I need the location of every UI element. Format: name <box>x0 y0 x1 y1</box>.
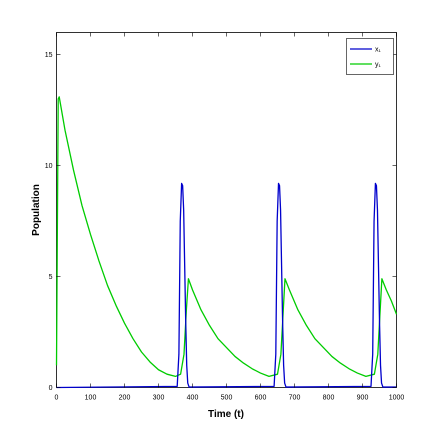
x-tick-label: 600 <box>255 395 267 402</box>
y-tick-label: 15 <box>45 52 53 59</box>
x-tick-label: 400 <box>187 395 199 402</box>
legend-label-x1: x₁ <box>375 47 382 54</box>
series-line-y1 <box>55 96 398 378</box>
x-tick-label: 800 <box>323 395 335 402</box>
x-tick-label: 100 <box>85 395 97 402</box>
y-tick-label: 0 <box>49 385 53 392</box>
legend-box <box>346 38 394 75</box>
x-tick-label: 500 <box>221 395 233 402</box>
series-layer <box>55 96 398 389</box>
x-tick-label: 700 <box>289 395 301 402</box>
x-axis-label: Time (t) <box>208 409 244 420</box>
tick-layer: 0 100 200 300 400 500 600 700 800 900 1000 0 5 10 15 <box>45 32 405 402</box>
y-axis-label: Population <box>31 184 42 236</box>
series-line-x1 <box>56 182 397 389</box>
x-tick-label: 1000 <box>389 395 405 402</box>
x-tick-label: 300 <box>153 395 165 402</box>
y-tick-label: 5 <box>49 274 53 281</box>
x-tick-label: 0 <box>55 395 59 402</box>
plot-area <box>56 32 397 388</box>
x-tick-label: 200 <box>119 395 131 402</box>
x-tick-label: 900 <box>357 395 369 402</box>
legend-label-y1: y₁ <box>375 62 382 69</box>
y-tick-label: 10 <box>45 163 53 170</box>
legend: x₁ y₁ <box>346 38 394 75</box>
